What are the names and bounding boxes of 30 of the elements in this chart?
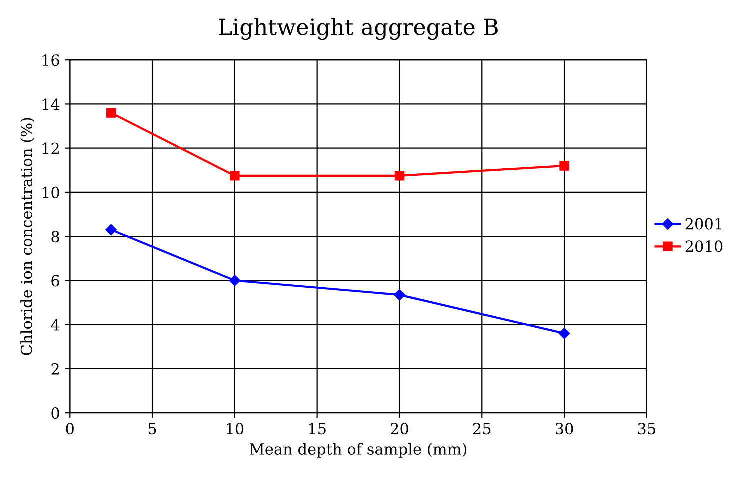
x-tick-label: 30	[556, 423, 574, 435]
x-axis-title: Mean depth of sample (mm)	[250, 443, 467, 458]
y-tick-label: 0	[52, 408, 60, 420]
x-tick-label: 10	[227, 423, 244, 435]
y-tick-label: 16	[42, 54, 60, 66]
x-tick-label: 35	[638, 423, 656, 435]
point	[230, 171, 240, 181]
y-tick-label: 8	[52, 231, 60, 243]
y-tick-label: 12	[42, 142, 59, 154]
point	[394, 289, 406, 301]
point	[229, 275, 241, 286]
y-tick-label: 10	[42, 186, 60, 198]
y-tick-label: 14	[42, 98, 60, 110]
y-tick-label: 2	[52, 363, 59, 375]
point	[106, 224, 117, 236]
x-tick-label: 15	[309, 423, 326, 435]
y-tick-label: 6	[52, 275, 60, 287]
y-tick-label: 4	[51, 319, 60, 331]
y-axis-title: Chloride ion concentration (%)	[20, 118, 35, 356]
x-tick-label: 0	[66, 423, 74, 435]
legend-label: 2001	[686, 218, 722, 230]
chart-title: Lightweight aggregate B	[218, 18, 498, 40]
x-tick-label: 25	[473, 423, 491, 435]
legend-label: 2010	[686, 240, 723, 252]
x-tick-label: 5	[148, 423, 156, 435]
x-tick-label: 20	[391, 423, 408, 435]
point	[560, 161, 570, 171]
point	[106, 108, 116, 118]
point	[558, 328, 570, 340]
point	[394, 171, 405, 181]
